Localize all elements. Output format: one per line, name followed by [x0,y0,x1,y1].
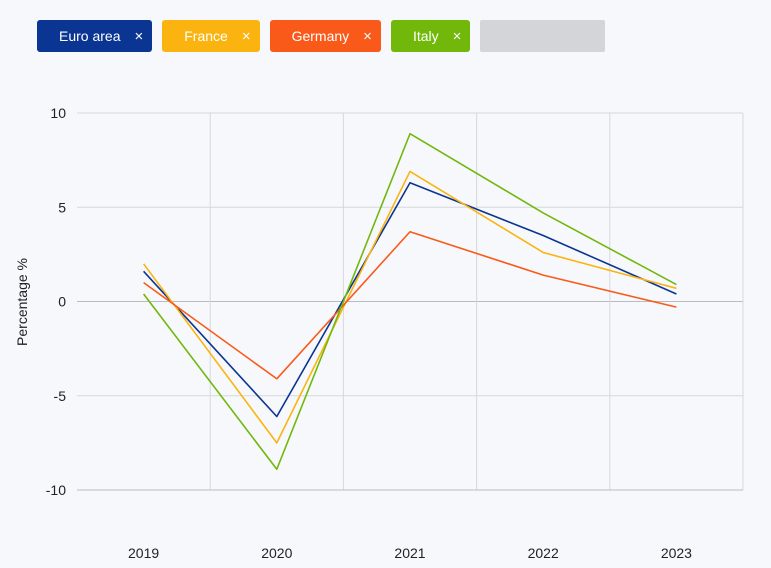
y-tick-label: -5 [54,388,67,404]
chip-germany[interactable]: Germany × [269,20,381,52]
x-tick-label: 2019 [128,545,159,561]
series-line-italy[interactable] [142,132,677,471]
chip-label: Euro area [59,28,121,44]
chip-label: France [184,28,228,44]
x-tick-label: 2022 [528,545,559,561]
series-filter-chips: Euro area × France × Germany × Italy × [37,20,606,52]
y-tick-label: 5 [58,199,66,215]
x-tick-label: 2020 [261,545,292,561]
grid [77,112,744,491]
x-tick-label: 2023 [661,545,692,561]
y-axis-ticks: 10 5 0 -5 -10 [46,105,66,498]
series-line-germany[interactable] [143,230,677,380]
x-tick-label: 2021 [394,545,425,561]
x-axis-ticks: 2019 2020 2021 2022 2023 [128,545,692,561]
y-tick-label: 10 [50,105,66,121]
series-lines [142,132,677,471]
close-icon[interactable]: × [452,27,462,45]
close-icon[interactable]: × [363,27,372,45]
chip-label: Italy [412,28,439,44]
chip-euro-area[interactable]: Euro area × [37,20,153,52]
chip-label: Germany [291,28,350,44]
y-tick-label: -10 [46,482,66,498]
series-line-euro-area[interactable] [143,181,677,418]
chip-france[interactable]: France × [162,20,260,52]
y-tick-label: 0 [58,294,66,310]
y-axis-label: Percentage % [14,258,30,346]
add-series-slot[interactable] [480,20,606,52]
series-line-france[interactable] [142,170,677,444]
close-icon[interactable]: × [134,27,144,45]
chip-italy[interactable]: Italy × [390,20,471,52]
close-icon[interactable]: × [241,27,251,45]
